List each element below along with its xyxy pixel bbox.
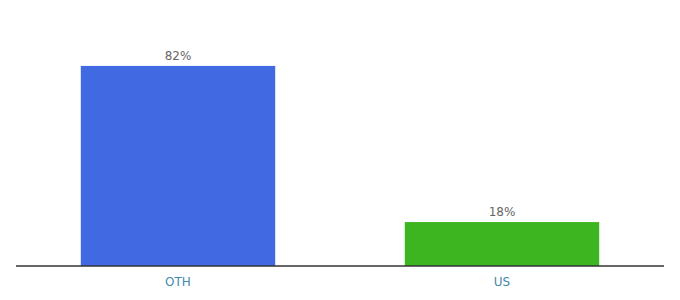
chart-container: 82% 18% OTH US [0, 0, 680, 300]
data-label: 18% [489, 205, 516, 219]
x-tick-label: OTH [165, 275, 191, 289]
bar [81, 66, 275, 266]
x-tick-label: US [494, 275, 510, 289]
bars [81, 66, 599, 266]
bar [405, 222, 599, 266]
data-label: 82% [165, 49, 192, 63]
x-axis-line [16, 265, 664, 267]
chart: 82% 18% OTH US [0, 0, 680, 300]
